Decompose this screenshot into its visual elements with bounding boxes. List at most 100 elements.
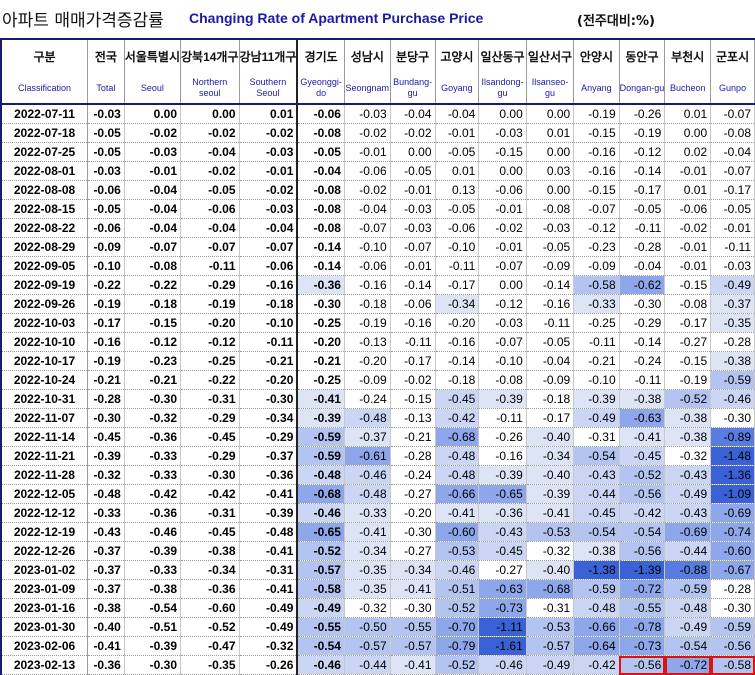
column-header-en: Northern seoul xyxy=(180,73,240,105)
table-row: 2022-10-17 -0.19 -0.23 -0.25 -0.21 -0.21 -0.20… xyxy=(0,351,755,371)
data-cell: -0.17 xyxy=(710,180,755,200)
data-cell: -0.52 xyxy=(619,465,666,485)
table-row: 2022-12-12 -0.33 -0.36 -0.31 -0.39 -0.46 -0.33… xyxy=(0,503,755,523)
data-cell: -0.49 xyxy=(239,598,299,618)
data-cell: -0.01 xyxy=(124,161,182,181)
header-row-korean: 구분 전국 서울특별시 강북14개구 강남11개구 경기도 성남시 분당구 고양시 일산동구 일산… xyxy=(0,38,755,73)
data-cell: -0.06 xyxy=(180,199,240,219)
data-cell: -0.11 xyxy=(573,332,620,352)
data-cell: -0.30 xyxy=(710,598,755,618)
data-cell: -0.02 xyxy=(239,180,299,200)
data-cell: -0.30 xyxy=(619,294,666,314)
data-cell: -0.21 xyxy=(573,351,620,371)
data-cell: -0.36 xyxy=(87,655,125,675)
data-cell: -0.01 xyxy=(478,237,527,257)
data-cell: -0.32 xyxy=(87,465,125,485)
data-cell: -0.30 xyxy=(239,389,299,409)
data-cell: -0.20 xyxy=(390,503,436,523)
data-cell: -0.14 xyxy=(619,332,666,352)
row-date: 2022-08-01 xyxy=(0,161,89,181)
table-body: 2022-07-11 -0.03 0.00 0.00 0.01 -0.06 -0.03 -0.… xyxy=(0,104,755,675)
data-cell: -0.42 xyxy=(435,408,480,428)
data-cell: 0.00 xyxy=(478,104,527,124)
data-cell: -0.74 xyxy=(710,522,755,542)
column-header-ko: 일산서구 xyxy=(525,38,575,73)
data-cell: -0.45 xyxy=(573,503,620,523)
data-cell: 0.00 xyxy=(526,104,575,124)
data-cell: -0.36 xyxy=(297,275,345,295)
data-cell: -0.11 xyxy=(180,256,240,276)
table-row: 2022-11-28 -0.32 -0.33 -0.30 -0.36 -0.48 -0.46… xyxy=(0,465,755,485)
data-cell: -0.26 xyxy=(478,427,527,447)
row-date: 2022-10-24 xyxy=(0,370,89,390)
data-cell: -0.16 xyxy=(390,313,436,333)
data-cell: 0.00 xyxy=(664,123,712,143)
data-cell: -0.06 xyxy=(87,180,125,200)
data-cell: -0.46 xyxy=(344,465,391,485)
data-cell: -0.34 xyxy=(435,294,480,314)
data-cell: -0.43 xyxy=(573,465,620,485)
data-cell: -0.14 xyxy=(297,256,345,276)
data-cell: -0.11 xyxy=(239,332,299,352)
data-cell: -0.24 xyxy=(619,351,666,371)
data-cell: -0.54 xyxy=(297,636,345,656)
data-cell: -0.43 xyxy=(664,503,712,523)
data-cell: -0.49 xyxy=(526,655,575,675)
data-cell: -0.18 xyxy=(239,294,299,314)
data-cell: -0.31 xyxy=(526,598,575,618)
row-date: 2022-08-29 xyxy=(0,237,89,257)
data-cell: -0.57 xyxy=(390,636,436,656)
data-cell: -0.31 xyxy=(239,560,299,580)
data-cell: -0.08 xyxy=(297,218,345,238)
data-cell: -0.28 xyxy=(619,237,666,257)
data-cell: -0.16 xyxy=(478,446,527,466)
data-cell: -0.03 xyxy=(390,199,436,219)
data-cell: -0.46 xyxy=(435,560,480,580)
data-cell: -0.17 xyxy=(619,180,666,200)
data-cell: -0.49 xyxy=(664,484,712,504)
data-cell: -0.11 xyxy=(390,332,436,352)
data-cell: -0.40 xyxy=(526,560,575,580)
data-cell: -0.03 xyxy=(478,123,527,143)
data-cell: -0.10 xyxy=(478,351,527,371)
row-date: 2023-01-16 xyxy=(0,598,89,618)
data-cell: -0.60 xyxy=(710,541,755,561)
data-cell: -0.05 xyxy=(435,199,480,219)
data-cell: -0.03 xyxy=(239,142,299,162)
data-cell: -0.37 xyxy=(87,560,125,580)
data-cell: -0.34 xyxy=(344,541,391,561)
data-cell: -0.33 xyxy=(87,503,125,523)
data-cell: -0.24 xyxy=(390,465,436,485)
data-cell: -0.45 xyxy=(478,541,527,561)
row-date: 2023-01-09 xyxy=(0,579,89,599)
data-cell: 0.01 xyxy=(664,180,712,200)
price-change-table: 구분 전국 서울특별시 강북14개구 강남11개구 경기도 성남시 분당구 고양시 일산동구 일산… xyxy=(0,38,755,675)
data-cell: -0.68 xyxy=(526,579,575,599)
row-date: 2022-09-19 xyxy=(0,275,89,295)
title-bar: 아파트 매매가격증감률 Changing Rate of Apartment P… xyxy=(0,0,755,38)
data-cell: -0.33 xyxy=(124,465,182,485)
data-cell: -0.55 xyxy=(619,598,666,618)
data-cell: -0.37 xyxy=(239,446,299,466)
data-cell: -0.19 xyxy=(619,123,666,143)
data-cell: -0.49 xyxy=(664,617,712,637)
row-date: 2023-02-13 xyxy=(0,655,89,675)
data-cell: -0.20 xyxy=(344,351,391,371)
data-cell: -0.30 xyxy=(180,465,240,485)
data-cell: 0.01 xyxy=(526,123,575,143)
column-header-ko: 분당구 xyxy=(389,38,436,73)
column-header-ko: 일산동구 xyxy=(478,38,527,73)
data-cell: -0.41 xyxy=(344,522,391,542)
data-cell: -0.15 xyxy=(124,313,182,333)
data-cell: -0.01 xyxy=(239,161,299,181)
data-cell: -0.38 xyxy=(87,598,125,618)
data-cell: -0.02 xyxy=(478,218,527,238)
data-cell: -0.41 xyxy=(526,503,575,523)
column-header-en: Ilsanseo-gu xyxy=(525,73,575,105)
data-cell: -0.70 xyxy=(435,617,480,637)
table-row: 2022-09-05 -0.10 -0.08 -0.11 -0.06 -0.14 -0.06… xyxy=(0,256,755,276)
data-cell: -0.07 xyxy=(710,104,755,124)
row-date: 2022-10-03 xyxy=(0,313,89,333)
data-cell: -0.29 xyxy=(239,427,299,447)
data-cell: -0.48 xyxy=(344,408,391,428)
